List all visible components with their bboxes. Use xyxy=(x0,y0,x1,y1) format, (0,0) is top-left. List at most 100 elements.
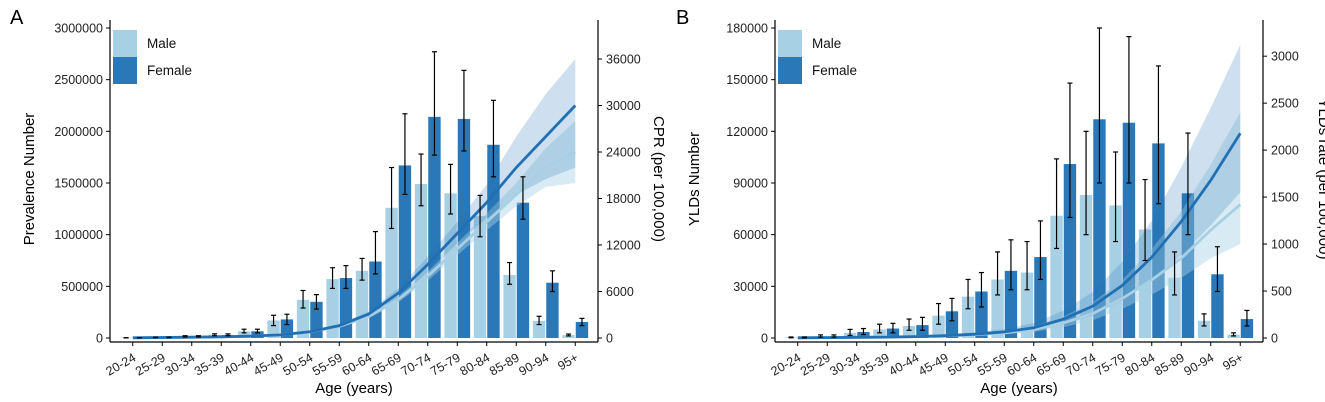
x-tick-label: 65-69 xyxy=(369,350,404,378)
y2-axis-title: CPR (per 100,000) xyxy=(650,116,667,242)
x-tick-label: 20-24 xyxy=(104,350,139,378)
male-bar xyxy=(1197,320,1211,338)
y-tick-label: 2500000 xyxy=(54,73,103,87)
x-tick-label: 80-84 xyxy=(458,350,493,378)
male-bar xyxy=(961,296,975,338)
y2-tick-label: 2500 xyxy=(1271,97,1299,111)
x-tick-label: 60-64 xyxy=(340,350,375,378)
y2-tick-label: 30000 xyxy=(606,99,641,113)
y-axis-title: Prevalence Number xyxy=(21,113,38,246)
panel-label: B xyxy=(676,7,689,29)
x-tick-label: 65-69 xyxy=(1034,350,1069,378)
y2-tick-label: 2000 xyxy=(1271,144,1299,158)
female-rate-ci-band xyxy=(132,59,576,338)
male-bar xyxy=(1168,277,1181,338)
male-bar xyxy=(355,270,369,338)
x-tick-label: 80-84 xyxy=(1123,350,1158,378)
y-tick-label: 60000 xyxy=(733,228,768,242)
y-tick-label: 90000 xyxy=(733,177,768,191)
female-rate-line xyxy=(132,104,577,340)
legend-female-label: Female xyxy=(147,63,192,78)
x-tick-label: 45-49 xyxy=(251,350,286,378)
x-tick-label: 85-89 xyxy=(487,350,522,378)
y2-tick-label: 12000 xyxy=(606,239,641,253)
x-tick-label: 30-34 xyxy=(828,350,863,378)
x-tick-label: 70-74 xyxy=(399,350,434,378)
female-bar xyxy=(975,291,988,338)
y2-tick-label: 0 xyxy=(1271,332,1278,346)
y-tick-label: 500000 xyxy=(61,280,103,294)
male-bar xyxy=(296,299,310,338)
x-tick-label: 30-34 xyxy=(163,350,198,378)
male-bar xyxy=(326,279,339,338)
x-tick-label: 40-44 xyxy=(222,350,257,378)
x-tick-label: 90-94 xyxy=(1182,350,1217,378)
panel-label: A xyxy=(10,7,24,29)
legend-female-swatch xyxy=(113,57,137,84)
male-bar xyxy=(1020,272,1034,338)
legend-male-label: Male xyxy=(147,36,176,51)
x-axis-title: Age (years) xyxy=(315,380,393,397)
male-bar xyxy=(902,325,916,338)
male-bar xyxy=(873,329,886,338)
female-bar xyxy=(916,325,929,338)
x-tick-label: 45-49 xyxy=(916,350,951,378)
x-tick-label: 50-54 xyxy=(281,350,316,378)
female-bar xyxy=(1122,122,1136,338)
male-bar xyxy=(1079,195,1093,338)
x-tick-label: 25-29 xyxy=(133,350,168,378)
male-rate-ci-band xyxy=(132,121,576,338)
female-bar xyxy=(575,321,589,338)
x-tick-label: 50-54 xyxy=(946,350,981,378)
female-bar xyxy=(1034,257,1047,338)
x-tick-label: 90-94 xyxy=(517,350,552,378)
x-tick-label: 55-59 xyxy=(975,350,1010,378)
x-tick-label: 75-79 xyxy=(428,350,463,378)
x-tick-label: 75-79 xyxy=(1093,350,1128,378)
x-tick-label: 20-24 xyxy=(769,350,804,378)
y2-tick-label: 24000 xyxy=(606,146,641,160)
x-tick-label: 95+ xyxy=(555,350,580,373)
female-bar xyxy=(546,282,559,338)
panel-b: B 0 30000 60000 90000 120000 150000 180000 0 500 1… xyxy=(676,7,1325,397)
y-tick-label: 120000 xyxy=(726,125,768,139)
x-axis-title: Age (years) xyxy=(980,380,1058,397)
y2-tick-label: 500 xyxy=(1271,285,1292,299)
x-tick-label: 95+ xyxy=(1220,350,1245,373)
legend-female-label: Female xyxy=(812,63,857,78)
male-bar xyxy=(532,320,546,338)
y2-tick-label: 6000 xyxy=(606,285,634,299)
male-rate-ci-band xyxy=(797,112,1241,338)
y-tick-label: 3000000 xyxy=(54,22,103,36)
x-tick-label: 35-39 xyxy=(192,350,227,378)
male-bar xyxy=(1050,215,1063,338)
x-tick-label: 40-44 xyxy=(887,350,922,378)
y-tick-label: 2000000 xyxy=(54,125,103,139)
female-bar xyxy=(369,261,382,338)
male-bar xyxy=(503,274,516,338)
legend-male-swatch xyxy=(778,30,802,57)
y-tick-label: 1000000 xyxy=(54,228,103,242)
legend-male-label: Male xyxy=(812,36,841,51)
male-bar xyxy=(444,193,457,338)
female-bar xyxy=(516,202,530,338)
legend-male-swatch xyxy=(113,30,137,57)
x-tick-label: 85-89 xyxy=(1152,350,1187,378)
y-tick-label: 30000 xyxy=(733,280,768,294)
panel-a: A 0 500000 1000000 1500000 2000000 2500000 3000… xyxy=(10,7,667,397)
female-bar xyxy=(1093,119,1106,339)
y2-tick-label: 18000 xyxy=(606,192,641,206)
y-tick-label: 180000 xyxy=(726,22,768,36)
female-bar xyxy=(1152,143,1165,338)
y-tick-label: 0 xyxy=(96,332,103,346)
male-bar xyxy=(414,184,428,338)
female-bar xyxy=(1240,319,1254,338)
female-bar xyxy=(457,118,471,338)
y-tick-label: 150000 xyxy=(726,73,768,87)
x-tick-label: 70-74 xyxy=(1064,350,1099,378)
x-tick-label: 60-64 xyxy=(1005,350,1040,378)
male-bar xyxy=(932,315,945,338)
y2-tick-label: 1000 xyxy=(1271,238,1299,252)
male-bar xyxy=(562,335,575,338)
